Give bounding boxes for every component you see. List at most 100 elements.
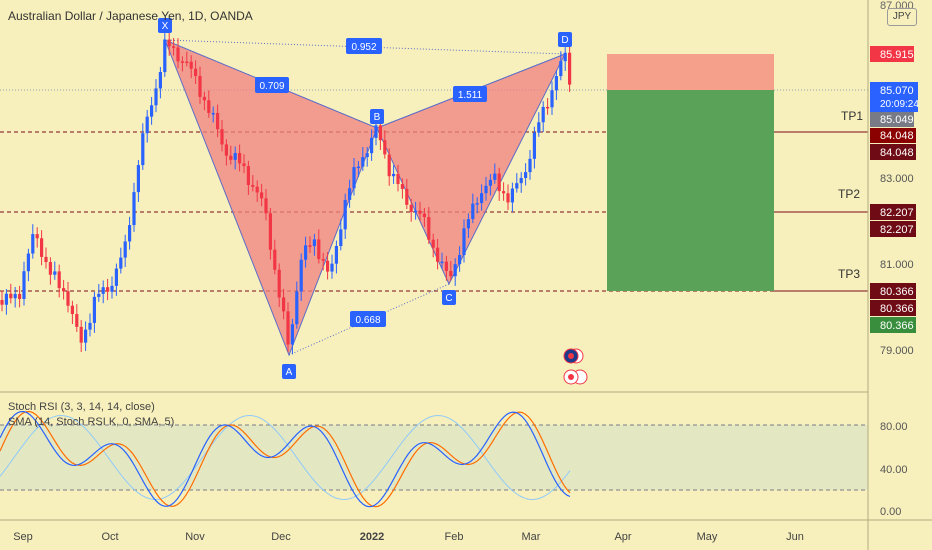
tp2-price-label-2: 82.207: [870, 221, 916, 237]
candle-body: [334, 246, 338, 264]
candle-body: [202, 96, 206, 101]
candle-body: [233, 152, 237, 160]
candle-body: [163, 39, 167, 73]
stoch-d-line: [0, 411, 571, 508]
time-label-nov: Nov: [185, 531, 205, 543]
candle-body: [290, 324, 294, 345]
time-axis[interactable]: Sep Oct Nov Dec 2022 Feb Mar Apr May Jun: [13, 531, 804, 543]
candle-body: [110, 285, 114, 292]
svg-text:84.048: 84.048: [880, 147, 914, 159]
candle-body: [427, 217, 431, 240]
candle-body: [282, 297, 286, 312]
svg-text:85.915: 85.915: [880, 49, 914, 61]
candle-body: [568, 52, 572, 85]
candle-body: [75, 314, 79, 327]
candle-body: [484, 185, 488, 194]
point-d[interactable]: D: [558, 32, 572, 47]
stoch-rsi-legend[interactable]: Stoch RSI (3, 3, 14, 14, close): [8, 401, 155, 413]
tp1-price-label: 84.048: [870, 128, 916, 143]
candle-body: [57, 271, 61, 289]
symbol-title[interactable]: Australian Dollar / Japanese Yen, 1D, OA…: [8, 9, 253, 23]
candle-body: [418, 210, 422, 214]
candle-body: [264, 198, 268, 214]
prev-close-label: 85.049: [870, 112, 914, 127]
time-label-mar: Mar: [522, 531, 541, 543]
economic-event-flag-icon[interactable]: [563, 348, 584, 364]
candle-body: [510, 188, 514, 203]
candle-body: [405, 188, 409, 205]
candle-body: [62, 288, 66, 292]
candle-body: [119, 257, 123, 269]
time-label-apr: Apr: [614, 531, 631, 543]
candle-body: [40, 238, 44, 257]
stoch-tick-0: 0.00: [880, 506, 901, 518]
bd-ratio-line: [376, 53, 566, 129]
tp3-price-label-3: 80.366: [870, 317, 916, 333]
point-b[interactable]: B: [370, 109, 384, 124]
point-d-label: D: [561, 35, 568, 46]
time-label-jun: Jun: [786, 531, 804, 543]
candle-body: [229, 155, 233, 160]
economic-event-icon[interactable]: [563, 369, 588, 385]
tp3-price-label: 80.366: [870, 283, 916, 299]
tp2-label: TP2: [838, 187, 860, 201]
candle-body: [198, 75, 202, 97]
candle-body: [224, 144, 228, 156]
ratio-xb[interactable]: 0.709: [255, 77, 289, 93]
stop-loss-zone[interactable]: [607, 54, 774, 90]
candle-body: [66, 291, 70, 306]
candle-body: [308, 245, 312, 247]
svg-text:82.207: 82.207: [880, 207, 914, 219]
price-tick-79: 79.000: [880, 345, 914, 357]
take-profit-zone[interactable]: [607, 90, 774, 291]
ratio-bd-value: 1.511: [458, 90, 483, 101]
candle-body: [506, 193, 510, 203]
candle-body: [365, 153, 369, 158]
ratio-xd[interactable]: 0.952: [346, 38, 382, 54]
candle-body: [378, 125, 382, 141]
ratio-bd[interactable]: 1.511: [453, 86, 487, 102]
point-x[interactable]: X: [158, 18, 172, 33]
stoch-tick-80: 80.00: [880, 421, 908, 433]
sma-legend[interactable]: SMA (14, Stoch RSI K, 0, SMA, 5): [8, 416, 175, 428]
candle-body: [238, 152, 242, 164]
point-b-label: B: [374, 112, 381, 123]
candle-body: [480, 193, 484, 204]
currency-badge[interactable]: JPY: [887, 8, 917, 26]
candle-body: [471, 203, 475, 220]
candle-body: [242, 163, 246, 167]
svg-text:80.366: 80.366: [880, 303, 914, 315]
svg-text:80.366: 80.366: [880, 286, 914, 298]
candle-body: [26, 253, 30, 272]
candle-body: [299, 259, 303, 292]
time-label-feb: Feb: [445, 531, 464, 543]
candle-body: [400, 184, 404, 189]
candle-body: [53, 271, 57, 275]
candle-body: [167, 39, 171, 47]
svg-text:85.049: 85.049: [880, 114, 914, 126]
tp3-price-label-2: 80.366: [870, 300, 916, 316]
candle-body: [449, 270, 453, 277]
candle-body: [383, 140, 387, 155]
ratio-xd-value: 0.952: [351, 42, 376, 53]
candle-body: [211, 112, 215, 115]
candle-body: [392, 173, 396, 177]
time-label-2022: 2022: [360, 531, 384, 543]
candle-body: [370, 137, 374, 154]
point-a[interactable]: A: [282, 364, 296, 379]
point-c[interactable]: C: [442, 290, 456, 305]
candle-body: [356, 166, 360, 169]
candle-body: [519, 177, 523, 184]
candle-body: [9, 293, 13, 299]
candle-body: [268, 213, 272, 250]
candle-body: [462, 228, 466, 256]
candle-body: [185, 61, 189, 64]
candle-body: [348, 188, 352, 200]
candle-body: [559, 61, 563, 77]
candle-body: [48, 262, 52, 275]
ratio-ac[interactable]: 0.668: [350, 311, 386, 327]
candle-body: [251, 185, 255, 187]
candle-body: [123, 241, 127, 258]
candle-body: [154, 88, 158, 106]
